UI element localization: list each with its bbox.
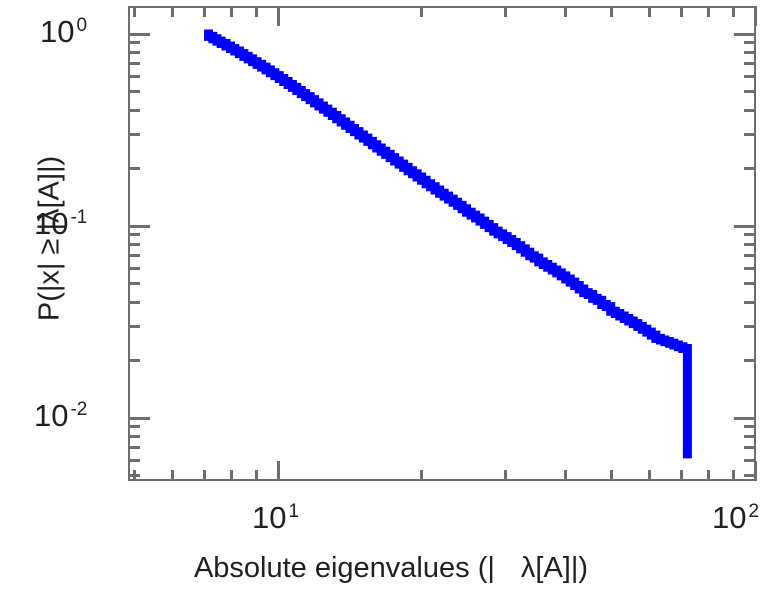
y-minor-tick-right [744, 300, 756, 304]
x-minor-tick [731, 470, 735, 481]
y-minor-tick [128, 300, 140, 304]
y-minor-tick-right [744, 474, 756, 478]
x-minor-tick [230, 470, 234, 481]
y-axis-title-wrapper: P(|x| ≥ |λ[A]|) [34, 14, 67, 464]
y-minor-tick [128, 474, 140, 478]
y-minor-tick [128, 243, 140, 247]
y-major-tick [128, 224, 150, 228]
x-minor-tick-top [202, 6, 206, 17]
x-minor-tick-top [707, 6, 711, 17]
y-minor-tick-right [744, 282, 756, 286]
y-major-tick [128, 416, 150, 420]
y-minor-tick [128, 233, 140, 237]
y-minor-tick-right [744, 254, 756, 258]
x-minor-tick-top [132, 6, 136, 17]
x-major-tick-top [753, 6, 757, 26]
y-minor-tick [128, 267, 140, 271]
plot-area [128, 6, 756, 481]
x-minor-tick-top [609, 6, 613, 17]
y-minor-tick-right [744, 233, 756, 237]
x-minor-tick [679, 470, 683, 481]
y-minor-tick-right [744, 267, 756, 271]
y-minor-tick-right [744, 324, 756, 328]
y-minor-tick [128, 446, 140, 450]
y-minor-tick [128, 108, 140, 112]
y-major-tick-right [734, 32, 756, 36]
y-minor-tick-right [744, 75, 756, 79]
y-minor-tick-right [744, 166, 756, 170]
x-minor-tick-top [230, 6, 234, 17]
y-axis-title: P(|x| ≥ |λ[A]|) [33, 155, 66, 322]
y-major-tick [128, 32, 150, 36]
y-minor-tick [128, 358, 140, 362]
x-minor-tick [609, 470, 613, 481]
x-major-tick-top [276, 6, 280, 26]
x-axis-title-prefix: Absolute eigenvalues (| [193, 552, 495, 584]
y-minor-tick [128, 166, 140, 170]
x-minor-tick-top [254, 6, 258, 17]
y-major-tick-right [734, 416, 756, 420]
x-tick-label-1e2: 10 2 [712, 500, 760, 535]
x-minor-tick [202, 470, 206, 481]
x-axis-title-suffix: λ[A]|) [520, 552, 589, 584]
x-minor-tick-top [420, 6, 424, 17]
y-minor-tick-right [744, 425, 756, 429]
x-minor-tick [420, 470, 424, 481]
y-minor-tick [128, 425, 140, 429]
y-major-tick-right [734, 224, 756, 228]
x-minor-tick [254, 470, 258, 481]
x-minor-tick [170, 470, 174, 481]
x-axis-title: Absolute eigenvalues (| λ[A]|) [0, 552, 782, 585]
y-minor-tick [128, 459, 140, 463]
x-minor-tick-top [679, 6, 683, 17]
x-major-tick [276, 461, 280, 481]
y-minor-tick [128, 435, 140, 439]
x-minor-tick-top [563, 6, 567, 17]
x-minor-tick [647, 470, 651, 481]
y-minor-tick-right [744, 435, 756, 439]
x-tick-label-1e1: 10 1 [252, 500, 300, 535]
y-minor-tick [128, 282, 140, 286]
y-minor-tick-right [744, 132, 756, 136]
y-minor-tick-right [744, 90, 756, 94]
y-minor-tick [128, 41, 140, 45]
y-minor-tick [128, 90, 140, 94]
y-minor-tick-right [744, 108, 756, 112]
y-minor-tick-right [744, 459, 756, 463]
x-minor-tick-top [504, 6, 508, 17]
x-minor-tick [563, 470, 567, 481]
y-minor-tick [128, 254, 140, 258]
y-minor-tick-right [744, 62, 756, 66]
y-minor-tick-right [744, 446, 756, 450]
y-minor-tick [128, 132, 140, 136]
y-minor-tick-right [744, 358, 756, 362]
y-tick-label-1e-2: 10 -2 [34, 398, 88, 433]
y-minor-tick-right [744, 243, 756, 247]
x-minor-tick-top [731, 6, 735, 17]
y-tick-label-1e0: 10 0 [40, 14, 88, 49]
y-minor-tick [128, 62, 140, 66]
y-minor-tick [128, 75, 140, 79]
x-minor-tick [707, 470, 711, 481]
y-minor-tick-right [744, 41, 756, 45]
y-minor-tick [128, 51, 140, 55]
y-minor-tick [128, 324, 140, 328]
x-minor-tick-top [647, 6, 651, 17]
y-tick-label-1e-1: 10 -1 [34, 206, 88, 241]
x-major-tick [753, 461, 757, 481]
x-minor-tick [504, 470, 508, 481]
x-minor-tick-top [170, 6, 174, 17]
y-minor-tick-right [744, 51, 756, 55]
